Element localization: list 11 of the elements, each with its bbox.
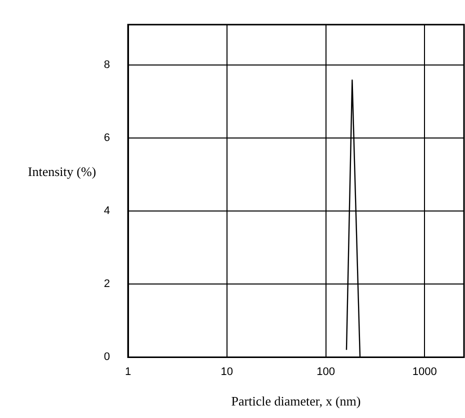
x-tick-label: 100 [316, 366, 335, 378]
y-tick-label: 4 [104, 205, 110, 218]
x-tick-label: 1 [124, 366, 132, 378]
x-axis-title: Particle diameter, x (nm) [231, 394, 361, 409]
y-tick-label: 8 [104, 58, 110, 71]
x-tick-label: 1000 [412, 366, 437, 378]
y-tick-label: 2 [104, 278, 110, 290]
y-tick-label: 0 [104, 351, 110, 364]
y-axis-title: Intensity (%) [28, 164, 96, 180]
x-tick-label: 10 [220, 366, 234, 378]
y-tick-label: 6 [104, 132, 110, 144]
